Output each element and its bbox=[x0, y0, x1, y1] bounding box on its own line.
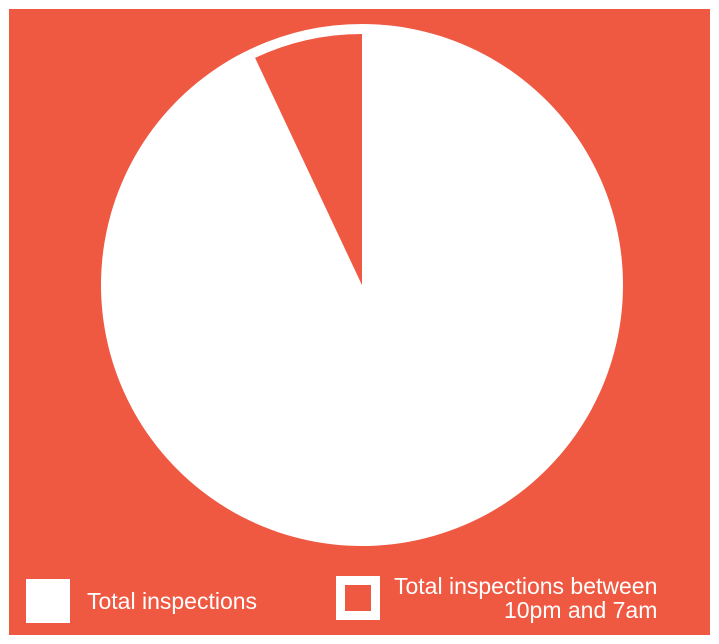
pie-chart bbox=[100, 24, 624, 546]
legend-item-night: Total inspections between 10pm and 7am bbox=[336, 574, 657, 622]
legend-label-night-line1: Total inspections between bbox=[394, 573, 658, 599]
legend-label-night: Total inspections between 10pm and 7am bbox=[394, 574, 657, 622]
legend-swatch-total bbox=[26, 579, 70, 623]
legend-label-night-line2: 10pm and 7am bbox=[503, 597, 658, 623]
chart-panel: Total inspections Total inspections betw… bbox=[9, 9, 710, 635]
legend-item-total: Total inspections bbox=[26, 579, 257, 623]
pie-slice-night bbox=[255, 34, 362, 285]
legend-label-total: Total inspections bbox=[87, 588, 258, 614]
legend-swatch-night bbox=[336, 576, 380, 620]
